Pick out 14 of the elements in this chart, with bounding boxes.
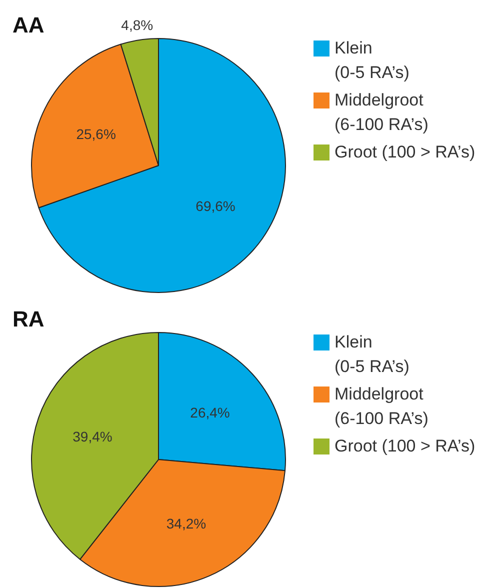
chart-title: AA: [12, 12, 44, 38]
data-label: 34,2%: [166, 516, 206, 532]
legend-label: Klein (0-5 RA’s): [334, 38, 410, 82]
data-label: 26,4%: [190, 404, 230, 420]
legend-label: Middelgroot (6-100 RA’s): [334, 384, 428, 428]
data-label: 4,8%: [121, 16, 154, 33]
legend-label: Groot (100 > RA’s): [334, 436, 476, 456]
data-label: 39,4%: [72, 428, 112, 445]
data-label: 25,6%: [76, 126, 116, 142]
slice-label: Klein (0-5 RA’s): [334, 332, 410, 376]
data-label: 69,6%: [196, 198, 236, 214]
legend-label: Groot (100 > RA’s): [334, 142, 476, 162]
legend-label: Middelgroot (6-100 RA’s): [334, 90, 428, 134]
chart-title: RA: [12, 306, 44, 332]
